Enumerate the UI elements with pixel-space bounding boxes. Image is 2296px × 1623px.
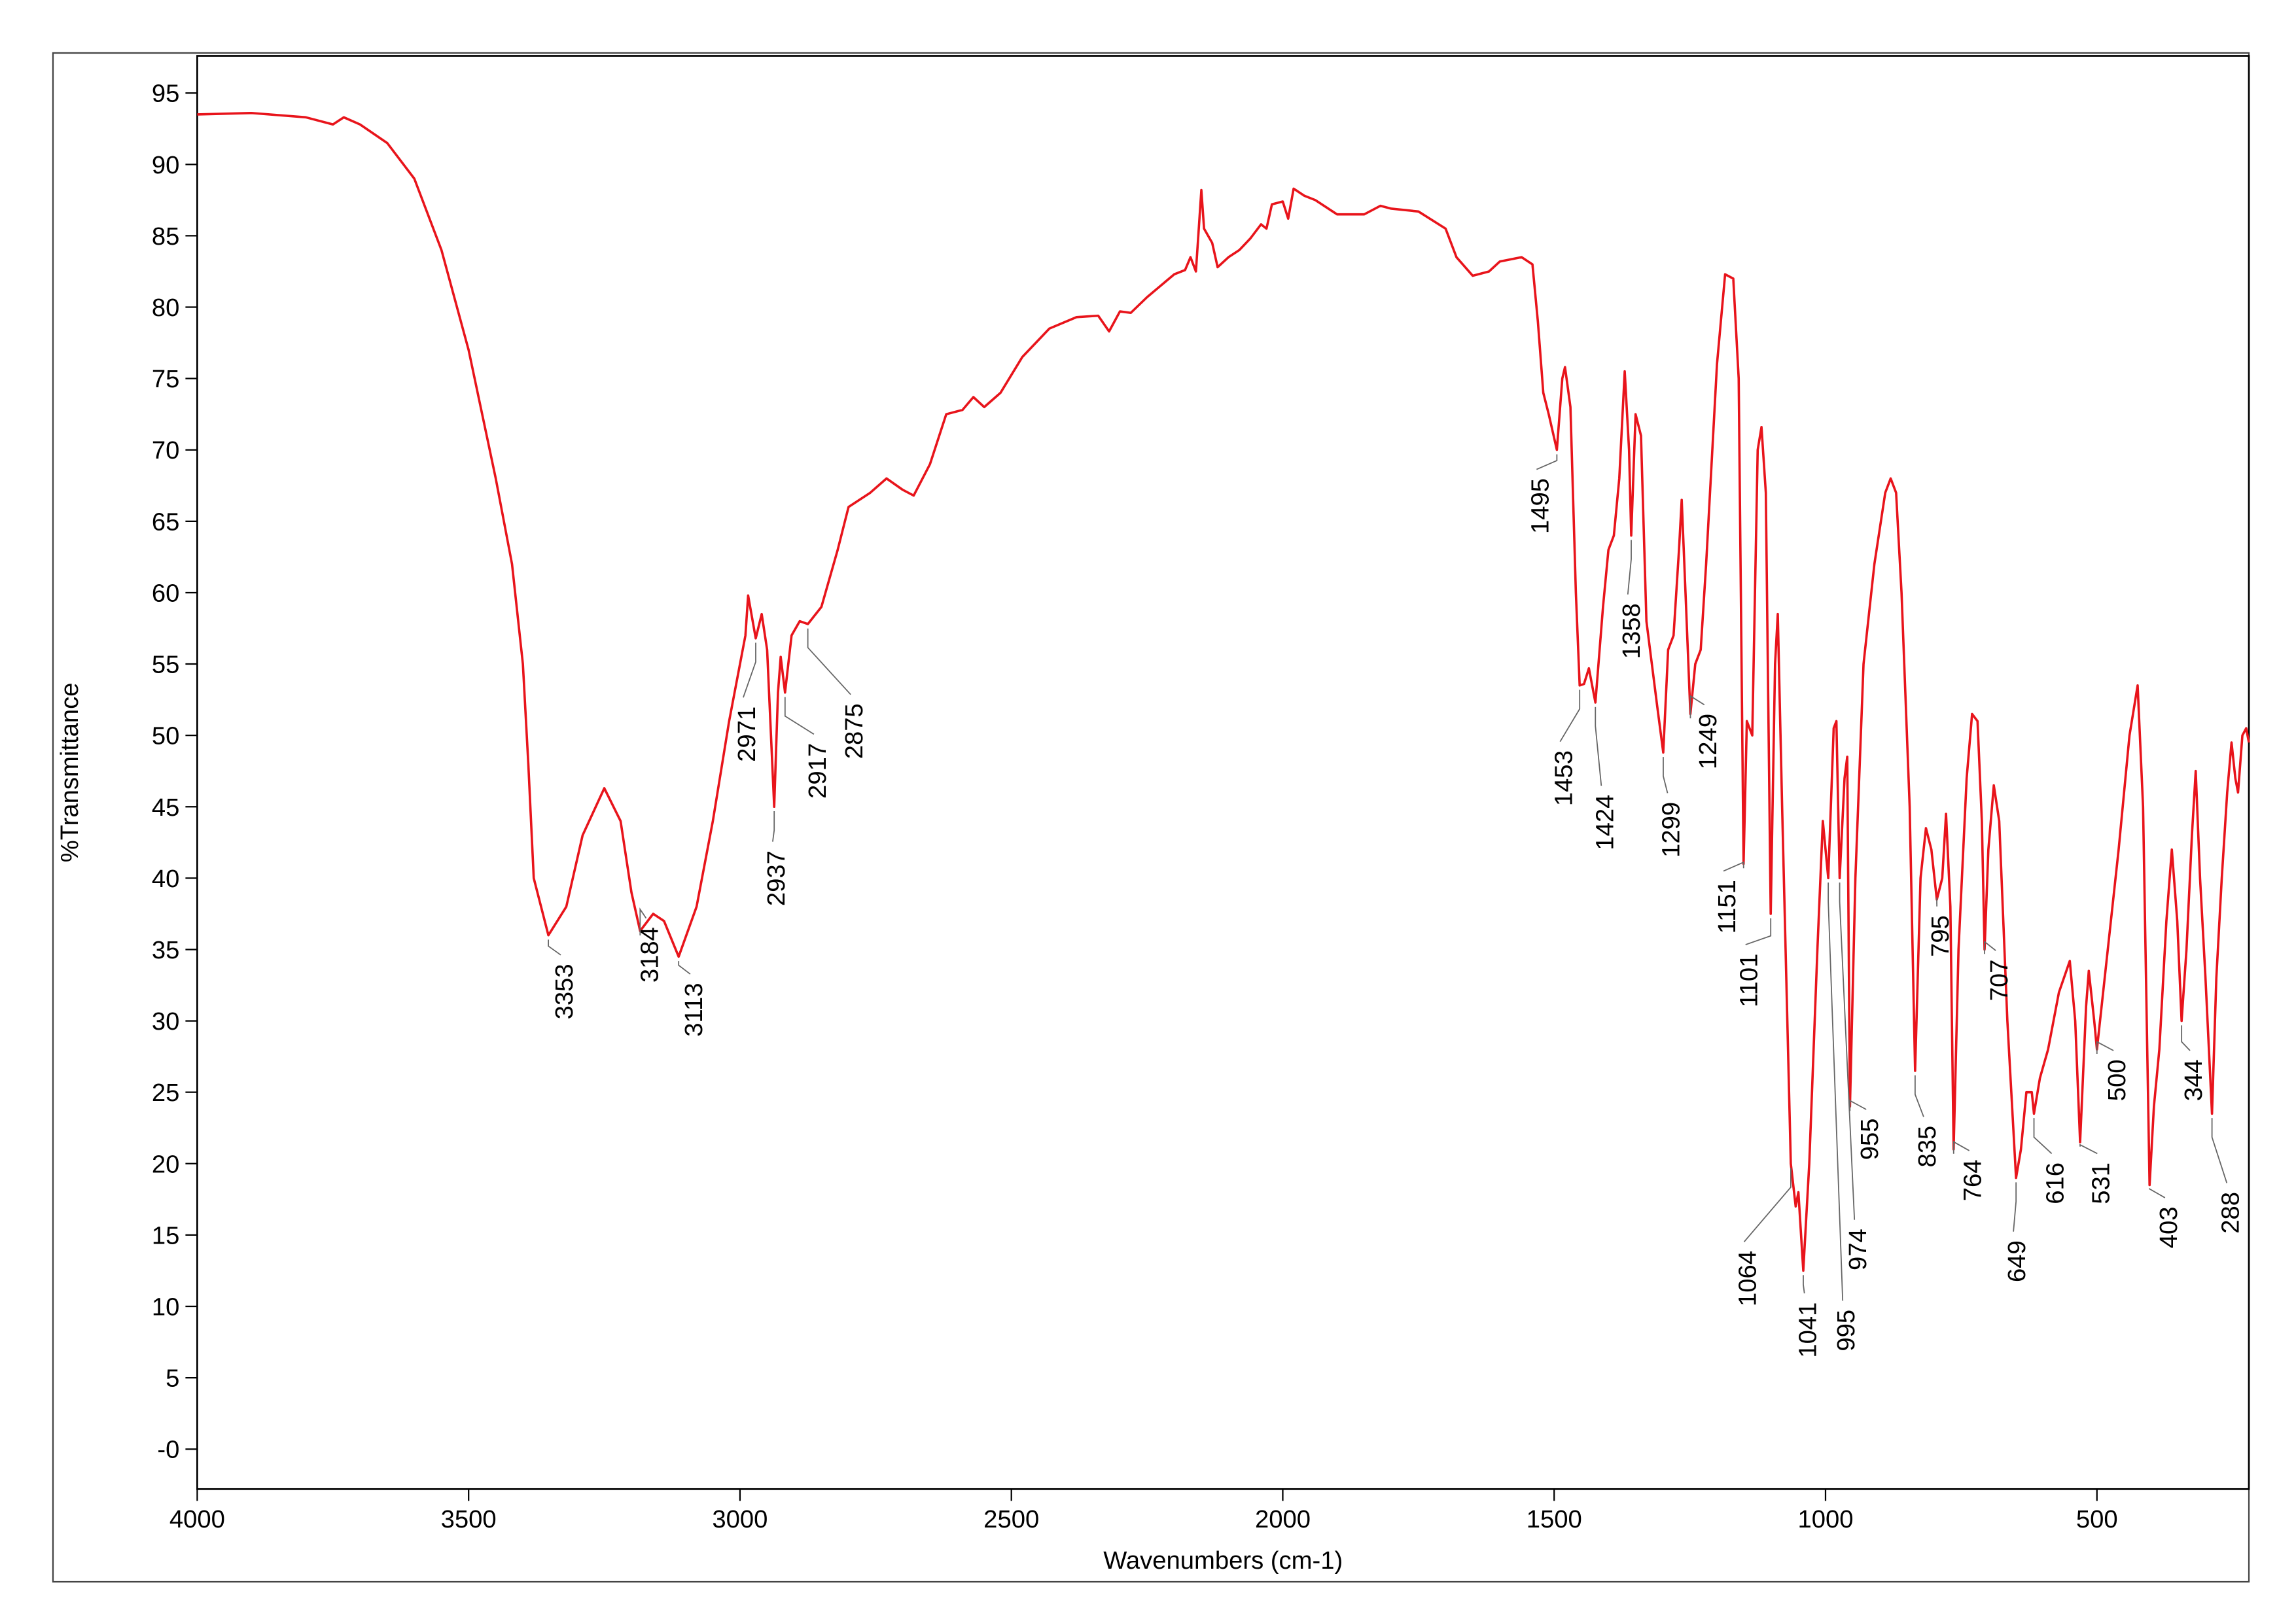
peak-leader <box>2211 1118 2228 1183</box>
peak-label: 344 <box>2180 1060 2208 1102</box>
x-tick-label: 3000 <box>712 1505 768 1533</box>
peak-label: 616 <box>2041 1162 2070 1204</box>
peak-leader <box>1828 882 1844 1301</box>
y-tick-label: 65 <box>152 508 180 536</box>
peak-leader <box>2013 1182 2017 1232</box>
peak-label: 1151 <box>1713 880 1741 934</box>
peak-label: 2937 <box>762 850 790 906</box>
peak-label: 1101 <box>1735 954 1763 1007</box>
peak-label: 1453 <box>1549 750 1578 806</box>
y-tick-label: 25 <box>152 1079 180 1107</box>
peak-label: 403 <box>2155 1206 2183 1248</box>
y-tick-label: 55 <box>152 651 180 679</box>
peak-label: 1041 <box>1794 1302 1822 1358</box>
x-tick-label: 2500 <box>983 1505 1039 1533</box>
peak-label: 531 <box>2087 1162 2115 1204</box>
peak-label: 500 <box>2103 1060 2131 1102</box>
peak-label: 3113 <box>680 983 708 1037</box>
x-tick-label: 500 <box>2076 1505 2118 1533</box>
peak-label: 707 <box>1985 960 2013 1002</box>
peak-leader <box>1803 1275 1805 1294</box>
y-tick-label: 35 <box>152 936 180 964</box>
peak-leader <box>1952 1140 1970 1154</box>
peak-leader <box>1663 757 1669 794</box>
peak-label: 835 <box>1913 1126 1941 1168</box>
y-tick-label: 80 <box>152 294 180 322</box>
y-tick-label: 30 <box>152 1007 180 1036</box>
peak-label: 795 <box>1926 915 1954 957</box>
peak-leader <box>743 642 756 698</box>
peak-leader <box>1984 940 1996 954</box>
peak-leader <box>2181 1025 2191 1051</box>
peak-label: 3353 <box>550 964 578 1019</box>
peak-leader <box>639 907 647 935</box>
x-axis-label: Wavenumbers (cm-1) <box>1103 1546 1343 1575</box>
peak-leader <box>1745 918 1772 945</box>
peak-label: 649 <box>2003 1240 2031 1282</box>
peak-leader <box>548 939 561 956</box>
spectrum-line <box>197 111 2250 1272</box>
peak-label: 764 <box>1959 1159 1987 1201</box>
y-tick-label: 5 <box>166 1365 179 1393</box>
y-tick-label: 15 <box>152 1221 180 1249</box>
peak-leader <box>1559 689 1581 742</box>
y-axis-label: %Transmittance <box>56 683 84 863</box>
peak-leader <box>784 697 815 735</box>
x-tick-label: 3500 <box>441 1505 497 1533</box>
peak-label: 288 <box>2216 1192 2244 1234</box>
peak-label: 1064 <box>1733 1251 1761 1306</box>
peak-leader <box>1914 1075 1924 1117</box>
peak-leader <box>2149 1187 2166 1198</box>
peak-label: 1249 <box>1694 714 1722 769</box>
peak-leader <box>678 961 691 975</box>
plot-area <box>196 55 2250 1490</box>
peak-leader <box>1627 540 1632 595</box>
y-tick-label: 50 <box>152 722 180 750</box>
peak-label: 1424 <box>1591 795 1619 850</box>
peak-leader <box>2096 1041 2114 1054</box>
peak-leader <box>1536 454 1558 470</box>
peak-label: 974 <box>1844 1229 1872 1270</box>
y-tick-label: 70 <box>152 436 180 464</box>
y-tick-label: 45 <box>152 794 180 822</box>
peak-leader <box>807 628 851 695</box>
y-tick-label: 40 <box>152 865 180 893</box>
peak-leader <box>2079 1143 2098 1155</box>
peak-label: 955 <box>1856 1118 1884 1160</box>
x-tick-label: 2000 <box>1255 1505 1311 1533</box>
peak-label: 1358 <box>1617 603 1646 659</box>
peak-label: 2875 <box>840 703 868 759</box>
peak-label: 1495 <box>1526 478 1554 534</box>
x-tick-label: 1500 <box>1527 1505 1582 1533</box>
peak-leader <box>2033 1118 2053 1155</box>
peak-label: 2971 <box>733 707 761 762</box>
peak-leader <box>1689 695 1705 719</box>
y-tick-label: 90 <box>152 151 180 179</box>
peak-label: 995 <box>1832 1310 1860 1352</box>
peak-label: 3184 <box>635 927 663 983</box>
peak-leader <box>1595 707 1602 786</box>
y-tick-label: 60 <box>152 579 180 607</box>
y-tick-label: 85 <box>152 222 180 251</box>
frame <box>52 52 2250 1583</box>
peak-label: 2917 <box>804 743 832 799</box>
peak-leader <box>1723 861 1744 872</box>
peak-leader <box>1839 882 1856 1220</box>
x-tick-label: 1000 <box>1797 1505 1853 1533</box>
peak-leader <box>1849 1099 1867 1111</box>
y-tick-label: 20 <box>152 1150 180 1178</box>
y-tick-label: -0 <box>157 1436 179 1464</box>
y-tick-label: 75 <box>152 365 180 393</box>
peak-leader <box>1743 1168 1792 1243</box>
x-tick-label: 4000 <box>169 1505 225 1533</box>
y-tick-label: 95 <box>152 80 180 108</box>
peak-leader <box>772 811 775 842</box>
peak-label: 1299 <box>1657 802 1686 858</box>
y-tick-label: 10 <box>152 1293 180 1321</box>
